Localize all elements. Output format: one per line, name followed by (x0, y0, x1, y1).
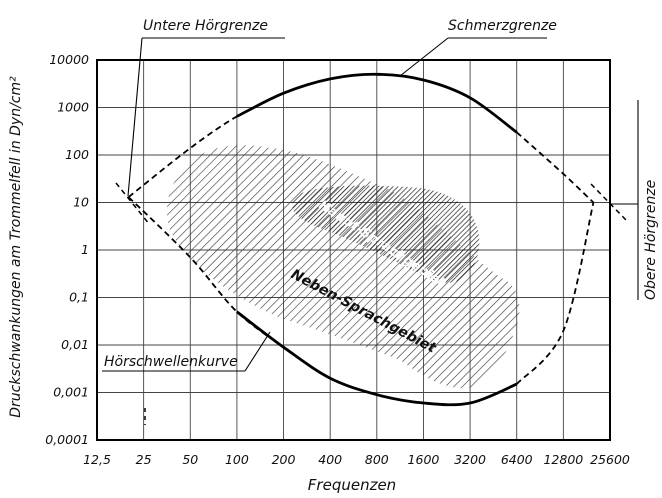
y-tick-label: 1000 (57, 100, 89, 115)
series (127, 72, 595, 407)
obere-hoergrenze-marker (590, 183, 627, 221)
x-tick-labels: 12,5 25 50 100 200 400 800 1600 3200 6400 12800 256… (83, 452, 630, 467)
untere-hoergrenze-leader (127, 37, 143, 197)
x-tick-label: 1600 (408, 452, 440, 467)
untere-hoergrenze-marker (115, 182, 151, 226)
hoerschwellen-curve-dashed-right (516, 202, 595, 385)
x-tick-label: 50 (182, 452, 198, 467)
y-tick-label: 0,0001 (45, 432, 89, 447)
y-axis-title: Druckschwankungen am Trommelfell in Dyn/… (8, 76, 24, 418)
x-tick-label: 25 (136, 452, 152, 467)
x-tick-label: 400 (318, 452, 342, 467)
x-tick-label: 200 (272, 452, 296, 467)
x-tick-label: 12,5 (83, 452, 111, 467)
plot-frame (96, 59, 611, 441)
schmerzgrenze-leader (399, 37, 449, 77)
y-tick-label: 10 (73, 195, 89, 210)
x-axis-title: Frequenzen (308, 476, 396, 494)
x-tick-label: 12800 (543, 452, 583, 467)
y-tick-label: 0,001 (53, 385, 89, 400)
schmerzgrenze-curve-dashed-right (516, 131, 595, 204)
x-tick-label: 25600 (590, 452, 630, 467)
y-tick-labels: 10000 1000 100 10 1 0,1 0,01 0,001 0,0001 (45, 52, 89, 447)
x-tick-label: 100 (225, 452, 249, 467)
haupt-sprachgebiet-region (291, 185, 480, 283)
schmerzgrenze-curve (236, 72, 518, 134)
untere-hoergrenze-label: Untere Hörgrenze (143, 18, 268, 34)
hoerschwellen-curve (236, 310, 518, 407)
y-tick-label: 0,1 (69, 290, 89, 305)
y-tick-label: 100 (65, 147, 89, 162)
neben-sprachgebiet-region (166, 145, 520, 389)
hoerschwellenkurve-label: Hörschwellenkurve (104, 354, 238, 370)
y-tick-label: 10000 (49, 52, 89, 67)
hoerschwellenkurve-leader (244, 331, 271, 372)
y-tick-label: 0,01 (61, 337, 89, 352)
x-tick-label: 6400 (501, 452, 533, 467)
obere-hoergrenze-label: Obere Hörgrenze (643, 180, 659, 300)
schmerzgrenze-label: Schmerzgrenze (448, 18, 557, 34)
x-tick-label: 3200 (454, 452, 486, 467)
y-tick-label: 1 (81, 242, 89, 257)
x-tick-label: 800 (365, 452, 389, 467)
hoerschwellen-curve-dashed-left (127, 196, 285, 348)
